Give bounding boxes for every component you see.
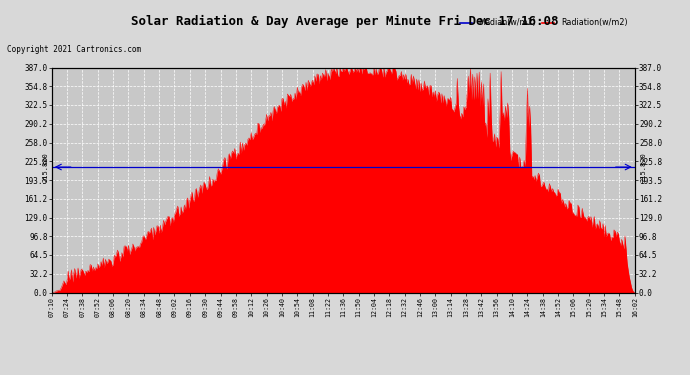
- Text: 215.820: 215.820: [43, 152, 49, 182]
- Legend: Median(w/m2), Radiation(w/m2): Median(w/m2), Radiation(w/m2): [457, 15, 631, 31]
- Text: Copyright 2021 Cartronics.com: Copyright 2021 Cartronics.com: [7, 45, 141, 54]
- Text: 215.820: 215.820: [640, 152, 647, 182]
- Text: Solar Radiation & Day Average per Minute Fri Dec 17 16:08: Solar Radiation & Day Average per Minute…: [131, 15, 559, 28]
